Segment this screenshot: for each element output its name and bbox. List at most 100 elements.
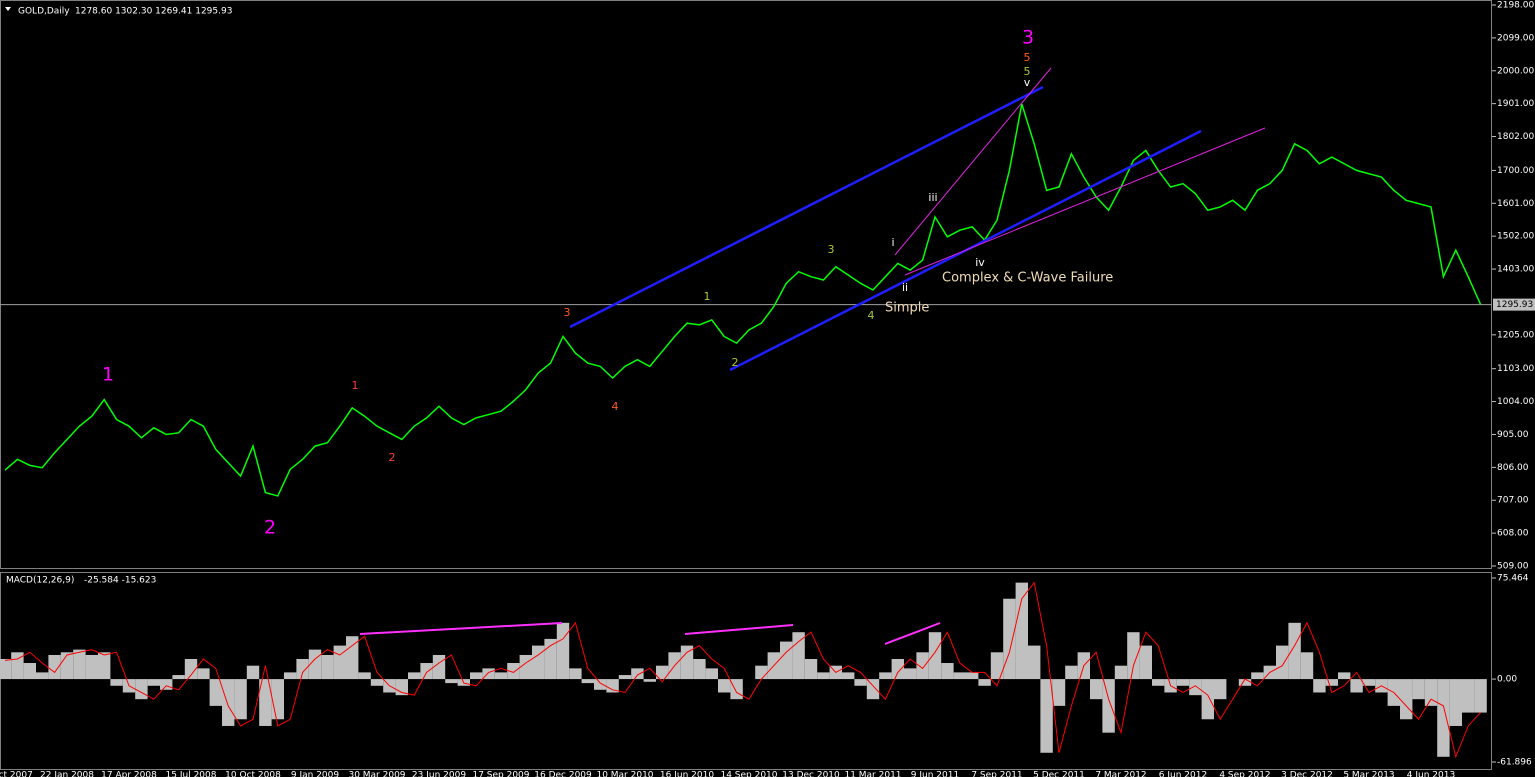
macd-bar	[1201, 679, 1214, 720]
ohlc-values: 1278.60 1302.30 1269.41 1295.93	[75, 7, 232, 17]
divergence-line	[684, 624, 794, 635]
macd-bar	[358, 672, 371, 680]
macd-values: -25.584 -15.623	[84, 576, 156, 586]
y-tick-label: 1901.00	[1497, 99, 1534, 109]
macd-bar	[222, 679, 235, 726]
macd-bar	[1276, 645, 1289, 680]
macd-bar	[556, 622, 570, 680]
macd-bar	[48, 654, 61, 680]
macd-bar	[1288, 622, 1301, 680]
x-tick-label: 16 Jun 2010	[660, 771, 714, 777]
y-tick-label: 608.00	[1497, 529, 1529, 539]
macd-bar	[1238, 679, 1252, 686]
macd-bar	[519, 654, 532, 680]
macd-bar	[432, 654, 446, 680]
macd-bar	[494, 672, 508, 680]
macd-bar	[1028, 645, 1041, 680]
macd-bar	[36, 672, 49, 680]
wave-label: iv	[975, 256, 985, 269]
macd-bar	[85, 654, 98, 680]
macd-bar	[780, 641, 793, 680]
wave-label: 3	[564, 306, 571, 319]
macd-bar	[1400, 679, 1413, 720]
macd-bar	[470, 672, 483, 680]
y-tick-label: 806.00	[1497, 463, 1529, 473]
macd-bar	[904, 668, 917, 680]
macd-bar	[532, 645, 545, 680]
macd-bar	[507, 663, 520, 680]
y-tick-label: 1004.00	[1497, 397, 1534, 407]
macd-bar	[693, 658, 706, 680]
x-tick-label: 9 Jun 2011	[911, 771, 959, 777]
y-tick-label: 1205.00	[1497, 330, 1534, 340]
wave-label: v	[1024, 76, 1031, 89]
x-tick-label: 9 Jan 2009	[291, 771, 339, 777]
price-panel-frame	[0, 0, 1492, 569]
wave-label: ii	[902, 281, 908, 294]
macd-bar	[1474, 679, 1487, 713]
macd-bar	[594, 679, 607, 690]
y-tick-label: 509.00	[1497, 562, 1529, 572]
price-line-series	[4, 103, 1482, 497]
macd-bar	[284, 672, 297, 680]
x-tick-label: 13 Dec 2010	[782, 771, 840, 777]
macd-bar	[1176, 679, 1190, 686]
macd-bar	[569, 668, 582, 680]
macd-bar	[333, 645, 346, 680]
wave-label: 1	[102, 364, 114, 386]
macd-bar	[1338, 672, 1351, 680]
wave-label: 4	[612, 400, 619, 413]
wave-label: Complex & C-Wave Failure	[942, 271, 1113, 286]
price-line-box	[1493, 298, 1535, 311]
macd-bar	[209, 679, 222, 706]
x-tick-label: 5 Dec 2011	[1033, 771, 1085, 777]
x-tick-label: 17 Sep 2009	[472, 771, 529, 777]
macd-bar	[978, 679, 991, 686]
wave-label: 4	[868, 309, 875, 322]
channel-line	[569, 85, 1044, 329]
macd-bar	[916, 652, 929, 680]
macd-bar	[755, 665, 768, 680]
macd-bar	[1424, 679, 1438, 706]
macd-bar	[990, 652, 1004, 680]
wave-label: Simple	[885, 301, 929, 316]
x-tick-label: 15 Jul 2008	[166, 771, 217, 777]
wave-label: 3	[1022, 27, 1034, 49]
macd-bar	[184, 658, 198, 680]
macd-bar	[879, 672, 892, 680]
macd-bar	[23, 663, 36, 680]
macd-bar	[544, 638, 557, 680]
y-tick-label: 75.464	[1497, 574, 1529, 584]
x-tick-label: 7 Mar 2012	[1095, 771, 1146, 777]
macd-bar	[1251, 672, 1264, 680]
macd-bar	[606, 679, 619, 693]
macd-bar	[891, 658, 904, 680]
macd-bar	[680, 645, 694, 680]
macd-bar	[246, 665, 260, 680]
macd-bar	[271, 679, 284, 720]
wave-label: 3	[828, 243, 835, 256]
macd-bar	[953, 672, 966, 680]
divergence-line	[884, 622, 941, 645]
x-tick-label: 14 Sep 2010	[720, 771, 777, 777]
macd-bar	[1462, 679, 1475, 713]
macd-bar	[420, 663, 433, 680]
macd-bar	[854, 679, 867, 686]
macd-bar	[1065, 665, 1078, 680]
x-tick-label: 28 Oct 2007	[0, 771, 33, 777]
wave-label: 1	[704, 290, 711, 303]
signal-line	[4, 581, 1481, 759]
y-tick-label: 1700.00	[1497, 166, 1534, 176]
macd-bar	[0, 658, 12, 680]
macd-bar	[370, 679, 384, 686]
wave-label: iii	[928, 191, 937, 204]
macd-bar	[147, 679, 160, 686]
x-tick-label: 16 Dec 2009	[534, 771, 592, 777]
wedge-line	[894, 67, 1052, 256]
macd-bar	[1325, 679, 1338, 686]
y-tick-label: 905.00	[1497, 430, 1529, 440]
macd-bar	[705, 668, 718, 680]
macd-bar	[656, 665, 669, 680]
